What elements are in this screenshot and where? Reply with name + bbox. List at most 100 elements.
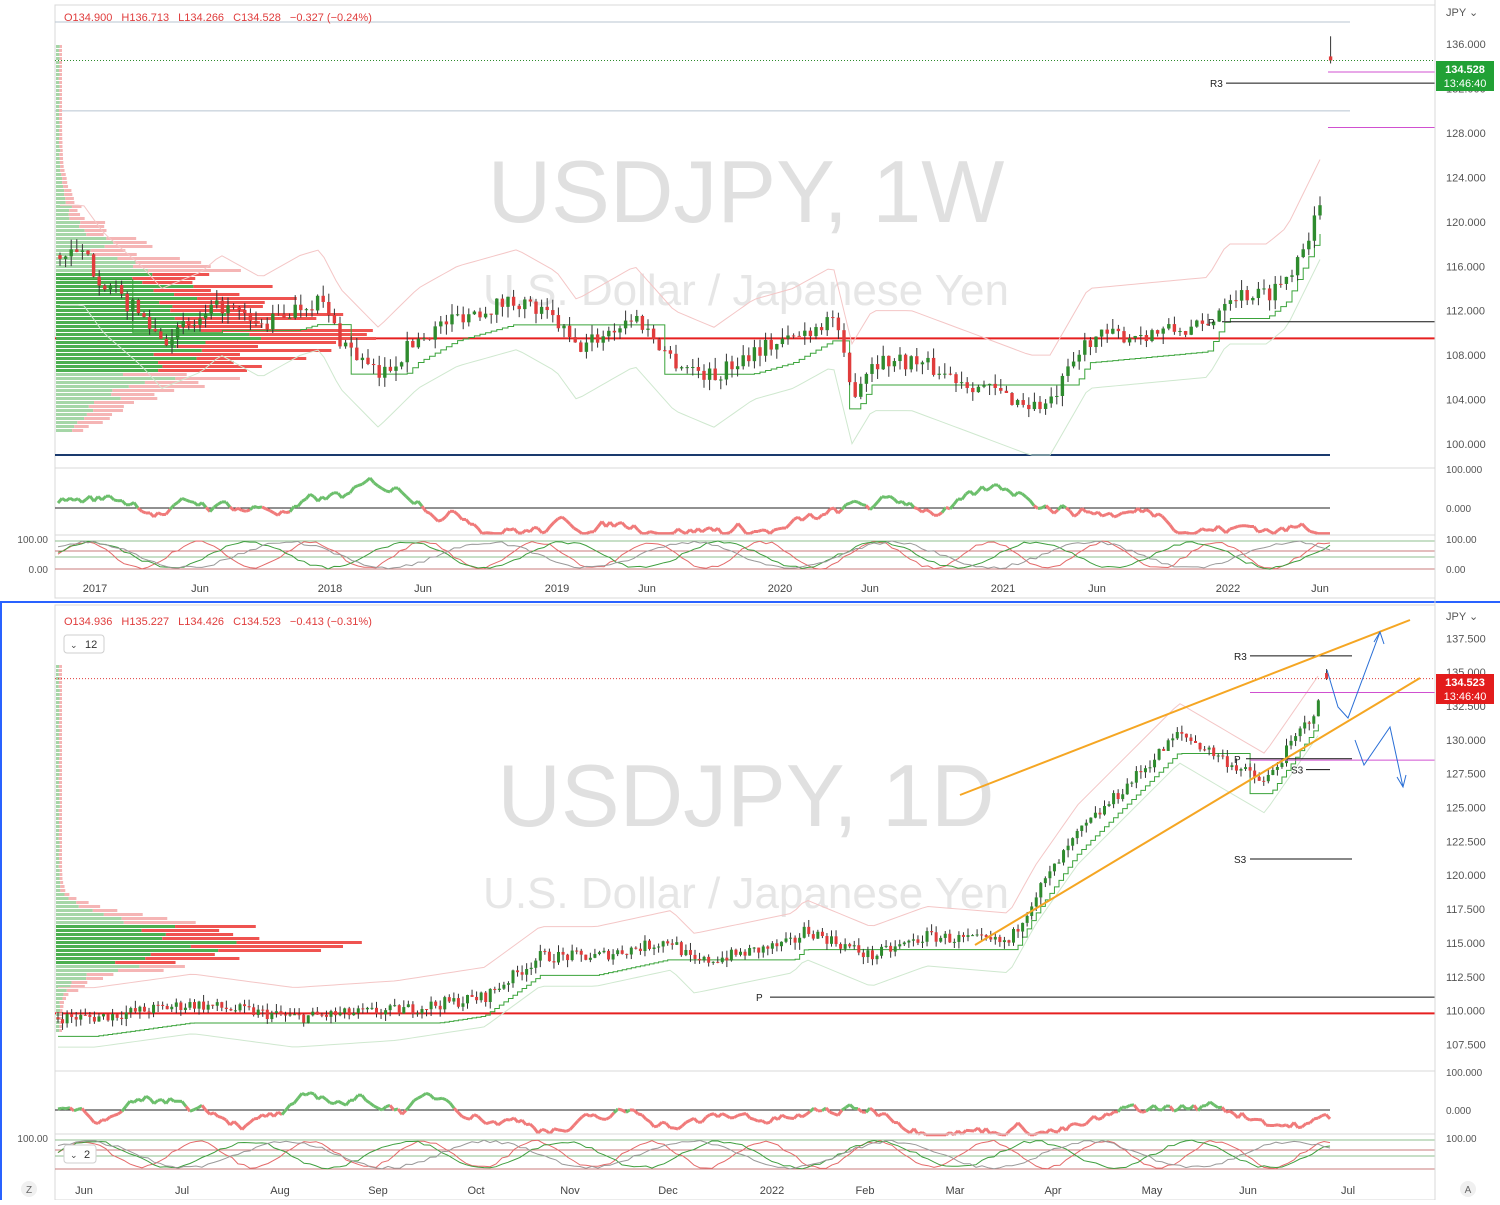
daily-candle — [248, 1006, 251, 1007]
daily-candle — [489, 989, 492, 1002]
daily-candle — [935, 932, 938, 941]
weekly-osc1-line-segment — [202, 503, 206, 508]
weekly-candle — [607, 331, 610, 337]
daily-candle — [188, 1002, 191, 1008]
weekly-candle — [686, 367, 689, 368]
daily-volume-profile-bar — [56, 685, 59, 688]
daily-currency-menu[interactable]: JPY ⌄ — [1446, 611, 1478, 623]
weekly-volume-profile-bar — [56, 173, 61, 176]
daily-osc1-line-segment — [150, 1099, 154, 1104]
weekly-currency-menu[interactable]: JPY ⌄ — [1446, 7, 1478, 19]
daily-y-tick: 127.500 — [1446, 769, 1486, 781]
daily-osc1-line-segment — [618, 1109, 622, 1110]
daily-candle — [407, 1004, 410, 1007]
daily-osc1-line-segment — [186, 1106, 190, 1111]
weekly-osc1-line-segment — [758, 530, 762, 531]
indicator-collapse-button[interactable]: ⌄ 12 — [64, 635, 104, 653]
weekly-candle — [1251, 298, 1254, 300]
daily-candle — [1112, 793, 1115, 804]
weekly-osc1-line-segment — [930, 512, 934, 516]
auto-scale-button[interactable]: A — [1460, 1181, 1476, 1197]
daily-volume-profile-bar — [60, 861, 63, 864]
weekly-osc1-line-segment — [938, 513, 942, 516]
daily-candle — [989, 937, 992, 939]
weekly-osc1-line-segment — [426, 512, 430, 514]
daily-candle — [625, 954, 628, 955]
weekly-osc1-line-segment — [250, 506, 254, 509]
daily-candle — [334, 1011, 337, 1015]
daily-candle — [703, 957, 706, 961]
weekly-volume-profile-bar — [87, 413, 112, 416]
daily-volume-profile-bar — [60, 805, 62, 808]
weekly-volume-profile-bar — [56, 293, 174, 296]
weekly-candle — [725, 361, 728, 379]
weekly-volume-profile-bar — [56, 133, 59, 136]
weekly-candle — [557, 315, 560, 328]
weekly-osc1-line-segment — [654, 533, 658, 534]
daily-volume-profile-bar — [56, 953, 151, 956]
svg-text:Z: Z — [26, 1185, 32, 1196]
daily-osc1-y-tick: 0.000 — [1446, 1106, 1471, 1117]
weekly-osc2-stoch-line — [58, 541, 1330, 569]
daily-osc1-line-segment — [578, 1117, 582, 1121]
weekly-osc1-line-segment — [698, 529, 702, 532]
weekly-osc1-line-segment — [1062, 505, 1066, 507]
daily-volume-profile-bar — [59, 821, 62, 824]
daily-osc1-line-segment — [410, 1100, 414, 1105]
weekly-osc1-line-segment — [346, 493, 350, 495]
weekly-osc1-line-segment — [778, 528, 782, 529]
weekly-osc1-line-segment — [1274, 530, 1278, 533]
weekly-candle — [663, 350, 666, 351]
daily-candle — [612, 954, 615, 959]
daily-candle — [61, 1019, 64, 1023]
daily-volume-profile-bar — [56, 977, 86, 980]
weekly-candle — [282, 314, 285, 318]
weekly-candle — [977, 387, 980, 392]
daily-candle — [712, 962, 715, 963]
daily-osc1-line-segment — [294, 1098, 298, 1103]
daily-volume-profile-bar — [56, 941, 237, 944]
daily-volume-profile-bar — [175, 925, 256, 928]
daily-osc1-line-segment — [470, 1115, 474, 1120]
daily-candle — [530, 968, 533, 969]
daily-volume-profile-bar — [56, 821, 59, 824]
daily-osc1-line-segment — [1154, 1105, 1158, 1109]
zoom-reset-button[interactable]: Z — [21, 1181, 37, 1197]
weekly-candle — [680, 367, 683, 368]
weekly-candle — [926, 358, 929, 362]
daily-candle — [421, 1009, 424, 1013]
daily-candle — [370, 1008, 373, 1009]
daily-osc1-line-segment — [786, 1117, 790, 1118]
weekly-volume-profile-bar — [56, 97, 59, 100]
daily-candle — [289, 1015, 292, 1016]
daily-volume-profile-bar — [56, 777, 59, 780]
weekly-osc1-line-segment — [918, 509, 922, 512]
weekly-osc1-line-segment — [546, 527, 550, 532]
weekly-candle — [1094, 337, 1097, 347]
weekly-candle — [210, 305, 213, 314]
daily-volume-profile-bar — [56, 789, 59, 792]
daily-candle — [607, 951, 610, 960]
weekly-volume-profile-bar — [59, 49, 62, 52]
daily-volume-profile-bar — [56, 909, 93, 912]
daily-candle — [439, 1006, 442, 1010]
daily-osc1-line-segment — [662, 1122, 666, 1123]
daily-volume-profile-bar — [56, 705, 59, 708]
daily-candle — [279, 1011, 282, 1014]
daily-candle — [1299, 728, 1302, 736]
daily-osc1-line-segment — [1038, 1132, 1042, 1133]
daily-candle — [816, 932, 819, 939]
weekly-candle — [982, 385, 985, 386]
daily-candle — [621, 950, 624, 954]
daily-osc1-line-segment — [566, 1130, 570, 1132]
weekly-volume-profile-bar — [113, 241, 146, 244]
daily-candle — [243, 1004, 246, 1006]
daily-candle — [739, 952, 742, 955]
osc2-collapse-button[interactable]: ⌄ 2 — [64, 1145, 96, 1163]
daily-osc1-line-segment — [66, 1108, 70, 1109]
weekly-osc1-line-segment — [530, 527, 534, 531]
daily-candle — [430, 1002, 433, 1010]
weekly-candle — [730, 361, 733, 369]
